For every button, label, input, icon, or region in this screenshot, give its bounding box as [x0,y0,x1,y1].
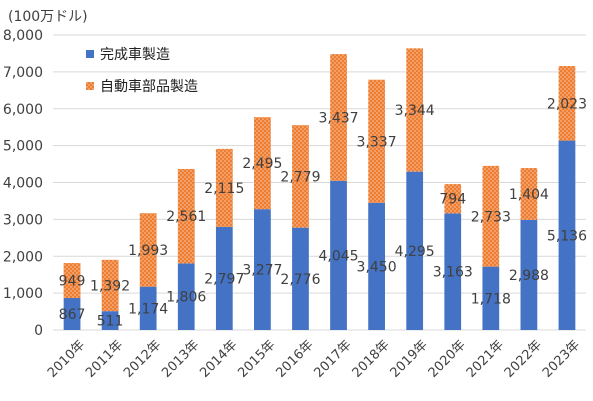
bar-complete-vehicle [292,227,309,330]
data-label-auto-parts: 2,779 [280,169,320,185]
data-label-auto-parts: 2,023 [547,96,587,112]
data-label-complete-vehicle: 4,295 [395,244,435,260]
bar-auto-parts [558,66,576,141]
x-tick-label: 2011年 [83,338,126,381]
bar-auto-parts [482,165,500,267]
y-tick-label: 0 [34,323,43,339]
data-label-auto-parts: 2,733 [471,209,511,225]
bar-complete-vehicle [368,202,385,330]
x-tick-label: 2014年 [197,338,240,381]
data-label-complete-vehicle: 2,776 [280,272,320,288]
data-label-complete-vehicle: 5,136 [547,228,587,244]
data-label-complete-vehicle: 2,988 [509,268,549,284]
x-tick-label: 2021年 [464,338,507,381]
data-label-auto-parts: 3,437 [318,110,358,126]
y-tick-label: 8,000 [3,28,43,44]
legend-label-complete-vehicle: 完成車製造 [100,46,170,63]
bar-complete-vehicle [254,209,271,330]
x-tick-label: 2020年 [426,338,469,381]
data-label-complete-vehicle: 1,718 [471,291,511,307]
y-tick-label: 1,000 [3,286,43,302]
data-label-complete-vehicle: 3,450 [357,259,397,275]
bar-complete-vehicle [558,140,576,330]
bar-complete-vehicle [444,213,462,330]
bar-complete-vehicle [139,286,157,330]
bar-auto-parts [177,168,195,264]
bar-auto-parts [215,148,233,227]
x-tick-label: 2017年 [312,338,355,381]
bar-complete-vehicle [330,180,347,330]
bar-auto-parts [520,168,538,220]
bar-auto-parts [101,259,119,312]
y-tick-label: 2,000 [3,249,43,265]
data-label-complete-vehicle: 3,163 [433,265,473,281]
bar-complete-vehicle [482,266,500,330]
y-axis-ticks: 0 1,000 2,000 3,000 4,000 5,000 6,000 7,000 8,00… [3,28,43,339]
x-tick-label: 2013年 [159,338,202,381]
data-label-complete-vehicle: 867 [59,307,86,323]
data-label-auto-parts: 1,392 [90,278,130,294]
data-label-complete-vehicle: 2,797 [204,271,244,287]
data-labels: 867 949 511 1,392 1,174 1,993 1,806 2,561 2,797 2… [59,96,587,329]
data-label-complete-vehicle: 4,045 [318,248,358,264]
data-label-auto-parts: 1,404 [509,187,549,203]
legend: 完成車製造 自動車部品製造 [86,46,198,95]
y-tick-label: 7,000 [3,65,43,81]
x-tick-label: 2018年 [350,338,393,381]
bar-auto-parts [292,125,309,228]
data-label-auto-parts: 794 [439,192,466,208]
bar-complete-vehicle [63,298,81,330]
data-label-complete-vehicle: 3,277 [242,263,282,279]
legend-swatch-complete-vehicle [86,50,94,58]
x-axis-ticks: 2010年2011年2012年2013年2014年2015年2016年2017年… [45,338,583,381]
bar-auto-parts [330,54,347,181]
bars [63,48,576,330]
data-label-auto-parts: 3,337 [357,134,397,150]
data-label-complete-vehicle: 1,174 [128,301,168,317]
data-label-auto-parts: 2,115 [204,181,244,197]
y-axis-unit-label: (100万ドル) [8,9,88,25]
bar-complete-vehicle [520,219,538,330]
x-tick-label: 2022年 [502,338,545,381]
y-tick-label: 4,000 [3,176,43,192]
bar-auto-parts [368,79,385,203]
x-tick-label: 2015年 [235,338,278,381]
legend-swatch-auto-parts [86,82,94,90]
legend-label-auto-parts: 自動車部品製造 [100,78,198,95]
y-tick-label: 3,000 [3,212,43,228]
data-label-auto-parts: 2,495 [242,156,282,172]
bar-auto-parts [444,184,462,214]
bar-complete-vehicle [406,171,424,330]
data-label-complete-vehicle: 1,806 [166,290,206,306]
data-label-auto-parts: 3,344 [395,103,435,119]
y-tick-label: 5,000 [3,139,43,155]
x-tick-label: 2023年 [540,338,583,381]
x-tick-label: 2019年 [388,338,431,381]
y-tick-label: 6,000 [3,102,43,118]
bar-auto-parts [139,213,157,287]
data-label-auto-parts: 949 [59,274,86,290]
bar-auto-parts [406,48,424,172]
x-tick-label: 2010年 [45,338,88,381]
bar-complete-vehicle [215,226,233,330]
bar-auto-parts [254,117,271,210]
data-label-auto-parts: 1,993 [128,243,168,259]
bar-complete-vehicle [101,311,119,330]
data-label-complete-vehicle: 511 [97,314,124,330]
bar-complete-vehicle [177,263,195,330]
x-tick-label: 2012年 [121,338,164,381]
data-label-auto-parts: 2,561 [166,209,206,225]
bar-auto-parts [63,263,81,299]
x-tick-label: 2016年 [273,338,316,381]
